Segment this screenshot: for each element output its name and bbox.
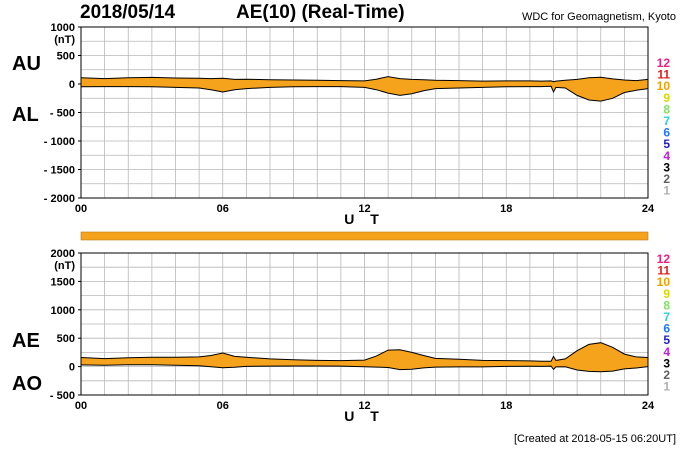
station-count-12: 12: [657, 56, 671, 70]
au-al-xtick-label: 12: [358, 203, 370, 215]
station-count-4: 4: [663, 149, 670, 163]
data-coverage-bar-border: [80, 231, 649, 241]
au-label: AU: [12, 53, 41, 75]
ae-ao-xtick-label: 06: [217, 400, 229, 412]
ae-ao-ytick-label: 1500: [51, 276, 75, 288]
station-count-2: 2: [663, 368, 670, 382]
station-count-12: 12: [657, 252, 671, 266]
station-count-3: 3: [663, 160, 670, 174]
au-al-ytick-label: - 1000: [44, 136, 75, 148]
ae-ao-fill-area: [81, 342, 648, 372]
station-count-4: 4: [663, 345, 670, 359]
ae-ao-xtick-label: 24: [642, 400, 655, 412]
date-title: 2018/05/14: [80, 2, 176, 23]
station-count-7: 7: [663, 114, 670, 128]
au-al-ytick-label: 0: [69, 79, 75, 91]
credit-text: WDC for Geomagnetism, Kyoto: [521, 11, 676, 23]
station-count-8: 8: [663, 298, 670, 312]
ae-ao-xtick-label: 18: [500, 400, 512, 412]
ae-ao-xaxis-label: U T: [344, 408, 385, 424]
series-ao-line: [80, 364, 649, 373]
station-count-3: 3: [663, 356, 670, 370]
station-count-5: 5: [663, 333, 670, 347]
au-al-xtick-label: 18: [500, 203, 512, 215]
created-timestamp: [Created at 2018-05-15 06:20UT]: [513, 433, 676, 445]
ao-label: AO: [12, 373, 42, 395]
series-au-line: [80, 76, 649, 83]
station-count-6: 6: [663, 322, 670, 336]
au-al-ytick-label: 1000: [51, 22, 75, 34]
data-coverage-bar: [81, 232, 648, 240]
au-al-unit-label: (nT): [54, 34, 75, 46]
au-al-xtick-label: 24: [642, 203, 655, 215]
station-count-8: 8: [663, 102, 670, 116]
ae-ao-ytick-label: 1000: [51, 305, 75, 317]
al-label: AL: [12, 104, 39, 126]
ae-ao-xtick-label: 12: [358, 400, 370, 412]
station-count-9: 9: [663, 287, 670, 301]
station-count-5: 5: [663, 137, 670, 151]
au-al-xaxis-label: U T: [344, 211, 385, 227]
ae-ao-ytick-label: - 500: [50, 390, 75, 402]
station-count-11: 11: [657, 264, 670, 278]
station-count-2: 2: [663, 172, 670, 186]
ae-ao-ytick-label: 2000: [51, 248, 75, 260]
au-al-xtick-label: 00: [75, 203, 87, 215]
station-count-7: 7: [663, 310, 670, 324]
station-count-1: 1: [663, 184, 670, 198]
au-al-ytick-label: - 500: [50, 108, 75, 120]
ae-ao-ytick-label: 500: [57, 333, 75, 345]
ae-ao-ytick-label: 0: [69, 362, 75, 374]
au-al-ytick-label: - 2000: [44, 193, 75, 205]
station-count-6: 6: [663, 126, 670, 140]
au-al-ytick-label: 500: [57, 51, 75, 63]
series-ae-line: [80, 342, 649, 362]
station-count-1: 1: [663, 380, 670, 394]
ae-label: AE: [12, 330, 40, 352]
station-count-11: 11: [657, 68, 670, 82]
station-count-10: 10: [657, 275, 671, 289]
ae-ao-unit-label: (nT): [54, 260, 75, 272]
au-al-ytick-label: - 1500: [44, 165, 75, 177]
index-title: AE(10) (Real-Time): [236, 2, 405, 23]
ae-ao-frame: [80, 252, 649, 396]
series-al-line: [80, 85, 649, 102]
au-al-fill-area: [81, 76, 648, 102]
au-al-xtick-label: 06: [217, 203, 229, 215]
station-count-9: 9: [663, 91, 670, 105]
ae-ao-xtick-label: 00: [75, 400, 87, 412]
station-count-10: 10: [657, 79, 671, 93]
